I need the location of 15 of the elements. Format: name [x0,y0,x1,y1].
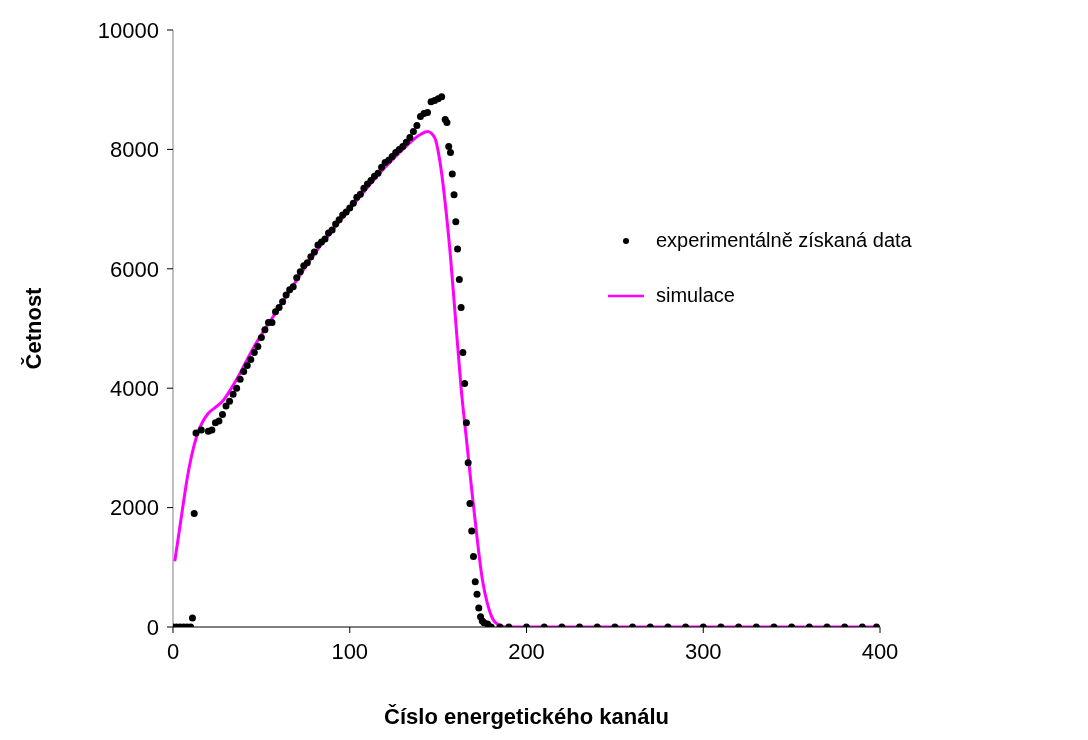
y-tick-label: 2000 [110,495,159,521]
x-tick-label: 0 [166,638,180,664]
y-tick-label: 10000 [97,17,159,43]
y-tick-label: 4000 [110,376,159,402]
legend-label: simulace [656,284,735,307]
y-tick-label: 0 [146,614,159,640]
x-axis-title: Číslo energetického kanálu [384,704,669,729]
y-tick-label: 8000 [110,137,159,163]
x-tick-label: 200 [508,638,545,664]
legend-label: experimentálně získaná data [656,229,912,252]
y-tick-label: 6000 [110,256,159,282]
y-axis-title: Četnost [20,286,46,370]
x-tick-label: 100 [331,638,369,664]
x-tick-label: 400 [861,638,899,664]
x-tick-label: 300 [684,638,722,664]
